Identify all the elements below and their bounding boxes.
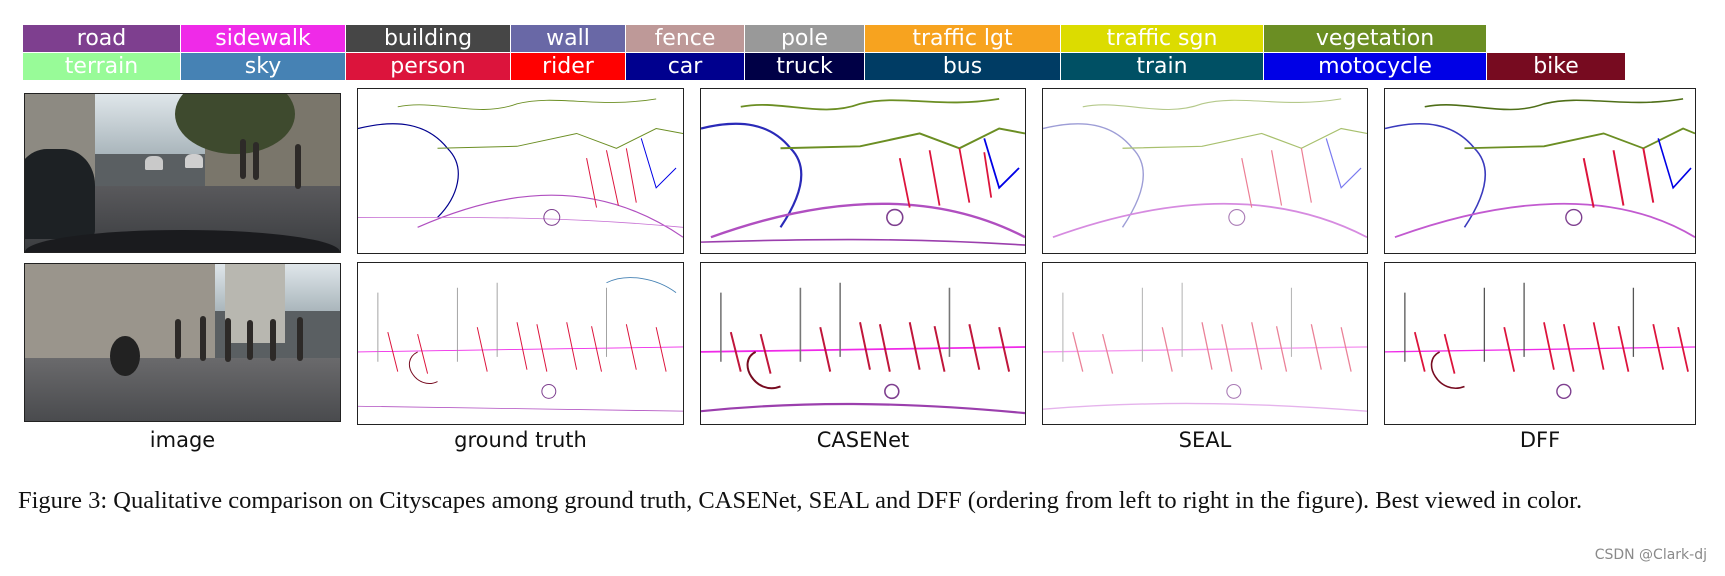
column-label-ground-truth: ground truth	[454, 428, 587, 452]
legend-row-2: terrain sky person rider car truck bus t…	[23, 53, 1626, 80]
legend-sky: sky	[181, 53, 346, 80]
dff-result-row2	[1384, 262, 1696, 425]
ground-truth-row1	[357, 88, 684, 254]
ground-truth-row2	[357, 262, 684, 425]
legend-wall: wall	[511, 25, 626, 52]
legend-row-1: road sidewalk building wall fence pole t…	[23, 25, 1487, 52]
input-image-row1	[24, 93, 341, 253]
legend-fence: fence	[626, 25, 745, 52]
casenet-result-row1	[700, 88, 1026, 254]
legend-truck: truck	[745, 53, 865, 80]
casenet-result-row2	[700, 262, 1026, 425]
legend-terrain: terrain	[23, 53, 181, 80]
legend-traffic-light: traffic lgt	[865, 25, 1061, 52]
legend-motorcycle: motocycle	[1264, 53, 1487, 80]
legend-vegetation: vegetation	[1264, 25, 1487, 52]
dff-result-row1	[1384, 88, 1696, 254]
column-label-image: image	[149, 428, 216, 452]
watermark: CSDN @Clark-dj	[1594, 547, 1707, 563]
column-label-seal: SEAL	[1178, 428, 1232, 452]
legend-bike: bike	[1487, 53, 1626, 80]
legend-sidewalk: sidewalk	[181, 25, 346, 52]
legend-building: building	[346, 25, 511, 52]
legend-bus: bus	[865, 53, 1061, 80]
figure-caption: Figure 3: Qualitative comparison on City…	[18, 487, 1583, 514]
legend-person: person	[346, 53, 511, 80]
input-image-row2	[24, 263, 341, 422]
legend-traffic-sign: traffic sgn	[1061, 25, 1264, 52]
legend-train: train	[1061, 53, 1264, 80]
column-label-dff: DFF	[1519, 428, 1561, 452]
legend-rider: rider	[511, 53, 626, 80]
legend-pole: pole	[745, 25, 865, 52]
seal-result-row2	[1042, 262, 1368, 425]
legend-road: road	[23, 25, 181, 52]
seal-result-row1	[1042, 88, 1368, 254]
column-label-casenet: CASENet	[816, 428, 910, 452]
legend-car: car	[626, 53, 745, 80]
class-color-legend: road sidewalk building wall fence pole t…	[23, 25, 1695, 81]
